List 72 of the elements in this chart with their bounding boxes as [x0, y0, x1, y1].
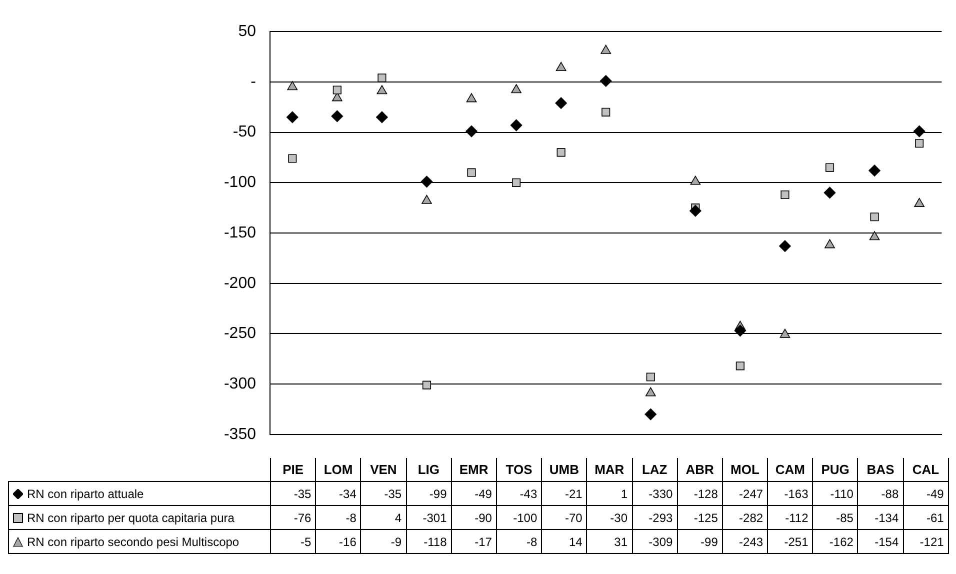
x-tick-label: CAM — [768, 458, 813, 482]
data-label: -99 — [406, 482, 452, 506]
data-label: -128 — [677, 482, 722, 506]
x-tick-label: LOM — [316, 458, 361, 482]
data-label: -49 — [451, 482, 496, 506]
y-tick-label: - — [250, 73, 256, 90]
x-tick-label: EMR — [451, 458, 496, 482]
x-tick-label: LAZ — [632, 458, 678, 482]
data-label: -5 — [270, 530, 316, 554]
data-label: -88 — [858, 482, 904, 506]
x-tick-label: MAR — [586, 458, 632, 482]
data-label: -34 — [316, 482, 361, 506]
x-tick-label: MOL — [722, 458, 768, 482]
y-tick-label: -350 — [224, 426, 256, 443]
data-label: -17 — [451, 530, 496, 554]
data-label: -301 — [406, 506, 452, 530]
data-label: -118 — [406, 530, 452, 554]
x-tick-label: BAS — [858, 458, 904, 482]
legend-label: RN con riparto per quota capitaria pura — [27, 510, 234, 524]
x-tick-label: UMB — [542, 458, 587, 482]
data-label: -282 — [722, 506, 768, 530]
data-label: -8 — [496, 530, 542, 554]
data-label: 4 — [360, 506, 406, 530]
data-label: -49 — [903, 482, 948, 506]
data-label: -309 — [632, 530, 678, 554]
data-label: -162 — [812, 530, 858, 554]
data-label: -99 — [677, 530, 722, 554]
data-label: 14 — [542, 530, 587, 554]
data-label: -16 — [316, 530, 361, 554]
x-tick-label: PIE — [270, 458, 316, 482]
legend-label: RN con riparto attuale — [27, 486, 144, 500]
data-label: -30 — [586, 506, 632, 530]
x-tick-label: PUG — [812, 458, 858, 482]
x-tick-label: ABR — [677, 458, 722, 482]
data-label: -110 — [812, 482, 858, 506]
y-tick-label: 50 — [238, 23, 256, 40]
y-tick-label: -50 — [232, 124, 256, 141]
x-tick-label: VEN — [360, 458, 406, 482]
data-label: -134 — [858, 506, 904, 530]
y-tick-label: -250 — [224, 325, 256, 342]
data-label: -293 — [632, 506, 678, 530]
data-label: -61 — [903, 506, 948, 530]
data-label: -163 — [768, 482, 813, 506]
data-label: -247 — [722, 482, 768, 506]
x-tick-label: LIG — [406, 458, 452, 482]
data-label: -125 — [677, 506, 722, 530]
data-label: -112 — [768, 506, 813, 530]
y-tick-label: -150 — [224, 224, 256, 242]
data-label: -35 — [270, 482, 316, 506]
x-tick-label: TOS — [496, 458, 542, 482]
data-label: -251 — [768, 530, 813, 554]
data-label: -90 — [451, 506, 496, 530]
data-label: -76 — [270, 506, 316, 530]
data-label: -330 — [632, 482, 678, 506]
y-tick-label: -100 — [224, 174, 256, 192]
data-label: -154 — [858, 530, 904, 554]
data-label: 31 — [586, 530, 632, 554]
data-label: -35 — [360, 482, 406, 506]
data-label: -21 — [542, 482, 587, 506]
data-label: -9 — [360, 530, 406, 554]
data-label: -100 — [496, 506, 542, 530]
data-label: -70 — [542, 506, 587, 530]
data-label: 1 — [586, 482, 632, 506]
y-tick-label: -300 — [224, 375, 256, 392]
x-tick-label: CAL — [903, 458, 948, 482]
data-label: -43 — [496, 482, 542, 506]
data-label: -121 — [903, 530, 948, 554]
legend-label: RN con riparto secondo pesi Multiscopo — [27, 534, 240, 548]
data-label: -85 — [812, 506, 858, 530]
data-label: -8 — [316, 506, 361, 530]
y-tick-label: -200 — [224, 274, 256, 292]
data-label: -243 — [722, 530, 768, 554]
